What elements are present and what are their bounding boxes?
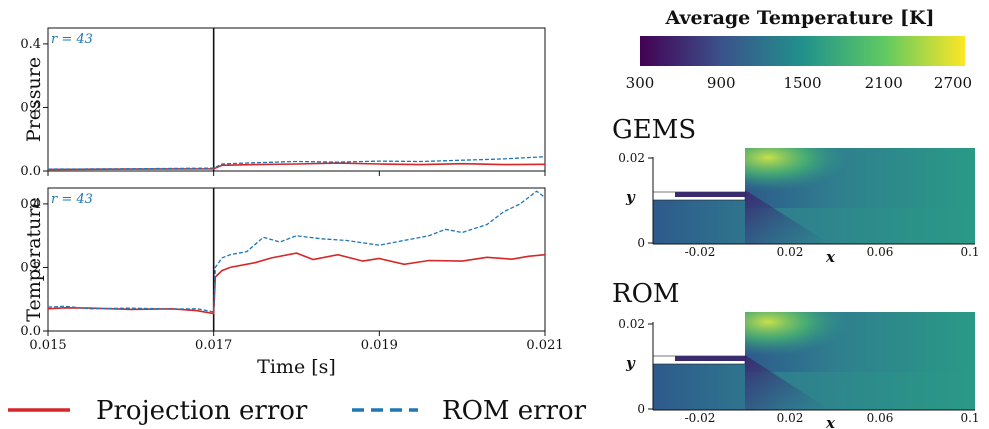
rom-title: ROM: [612, 279, 680, 309]
legend: Projection error ROM error: [8, 396, 587, 426]
gems-xtick-2: 0.02: [777, 245, 804, 259]
gems-ytick-002: 0.02: [618, 151, 645, 165]
x-tick-label: 0.015: [29, 338, 66, 353]
rom-xtick-2: 0.02: [777, 411, 804, 425]
rom-xlabel: x: [825, 414, 836, 429]
y-tick-label: 0.0: [20, 164, 41, 179]
rom-ytick-002: 0.02: [618, 317, 645, 331]
colorbar-tick-label: 2100: [865, 74, 903, 92]
legend-rom-label: ROM error: [442, 396, 587, 426]
gems-xtick-1: -0.02: [685, 245, 716, 259]
gems-ytick-0: 0: [637, 236, 645, 250]
colorbar-tick-label: 900: [707, 74, 736, 92]
rom-ylabel: y: [625, 354, 636, 372]
plot-frame: [47, 187, 546, 332]
gems-injector: [675, 192, 745, 197]
colorbar-ticks: 300 900 1500 2100 2700: [626, 74, 972, 92]
colorbar-tick-label: 1500: [783, 74, 821, 92]
y-tick-label: 0.2: [20, 260, 41, 275]
y-tick-label: 0.2: [20, 100, 41, 115]
rom-xtick-1: -0.02: [685, 411, 716, 425]
gems-xtick-3: 0.06: [867, 245, 894, 259]
pressure-error-plot: 0.0 0.2 0.4 Pressure r = 43: [20, 27, 546, 179]
colorbar: Average Temperature [K] 300 900 1500 2100 27…: [626, 7, 972, 92]
y-tick-label: 0.4: [20, 37, 41, 52]
rank-annotation: r = 43: [51, 32, 93, 47]
colorbar-title: Average Temperature [K]: [664, 7, 934, 29]
projection-error-line: [47, 252, 546, 315]
rom-injector: [675, 356, 745, 361]
x-tick-label: 0.019: [361, 338, 398, 353]
x-axis-label: Time [s]: [257, 356, 336, 378]
gems-xtick-4: 0.1: [960, 245, 979, 259]
y-axis-label: Pressure: [23, 57, 45, 142]
rom-error-line: [47, 190, 546, 313]
y-tick-label: 0.0: [20, 324, 41, 339]
rom-ytick-0: 0: [637, 402, 645, 416]
gems-field-panel: GEMS 0.02 0 y -0.02 0.02 0.06 0.1 x: [612, 115, 980, 266]
y-tick-label: 0.4: [20, 197, 41, 212]
rom-xtick-3: 0.06: [867, 411, 894, 425]
rom-xtick-4: 0.1: [960, 411, 979, 425]
gems-title: GEMS: [612, 115, 696, 145]
rom-error-line: [47, 156, 546, 170]
gems-ylabel: y: [625, 188, 636, 206]
legend-projection-label: Projection error: [96, 396, 308, 426]
rom-wedge: [745, 355, 830, 410]
gems-xlabel: x: [825, 248, 836, 266]
colorbar-tick-label: 2700: [934, 74, 972, 92]
x-tick-label: 0.017: [195, 338, 232, 353]
colorbar-gradient: [640, 36, 965, 66]
gems-wedge: [745, 190, 830, 244]
x-tick-label: 0.021: [526, 338, 563, 353]
temperature-error-plot: 0.0 0.2 0.4 0.015 0.017 0.019 0.021 Temperature…: [20, 187, 564, 378]
plot-frame: [47, 27, 546, 172]
y-axis-label: Temperature: [23, 197, 45, 321]
rank-annotation: r = 43: [51, 192, 93, 207]
rom-field-panel: ROM 0.02 0 y -0.02 0.02 0.06 0.1 x: [612, 279, 980, 429]
colorbar-tick-label: 300: [626, 74, 655, 92]
